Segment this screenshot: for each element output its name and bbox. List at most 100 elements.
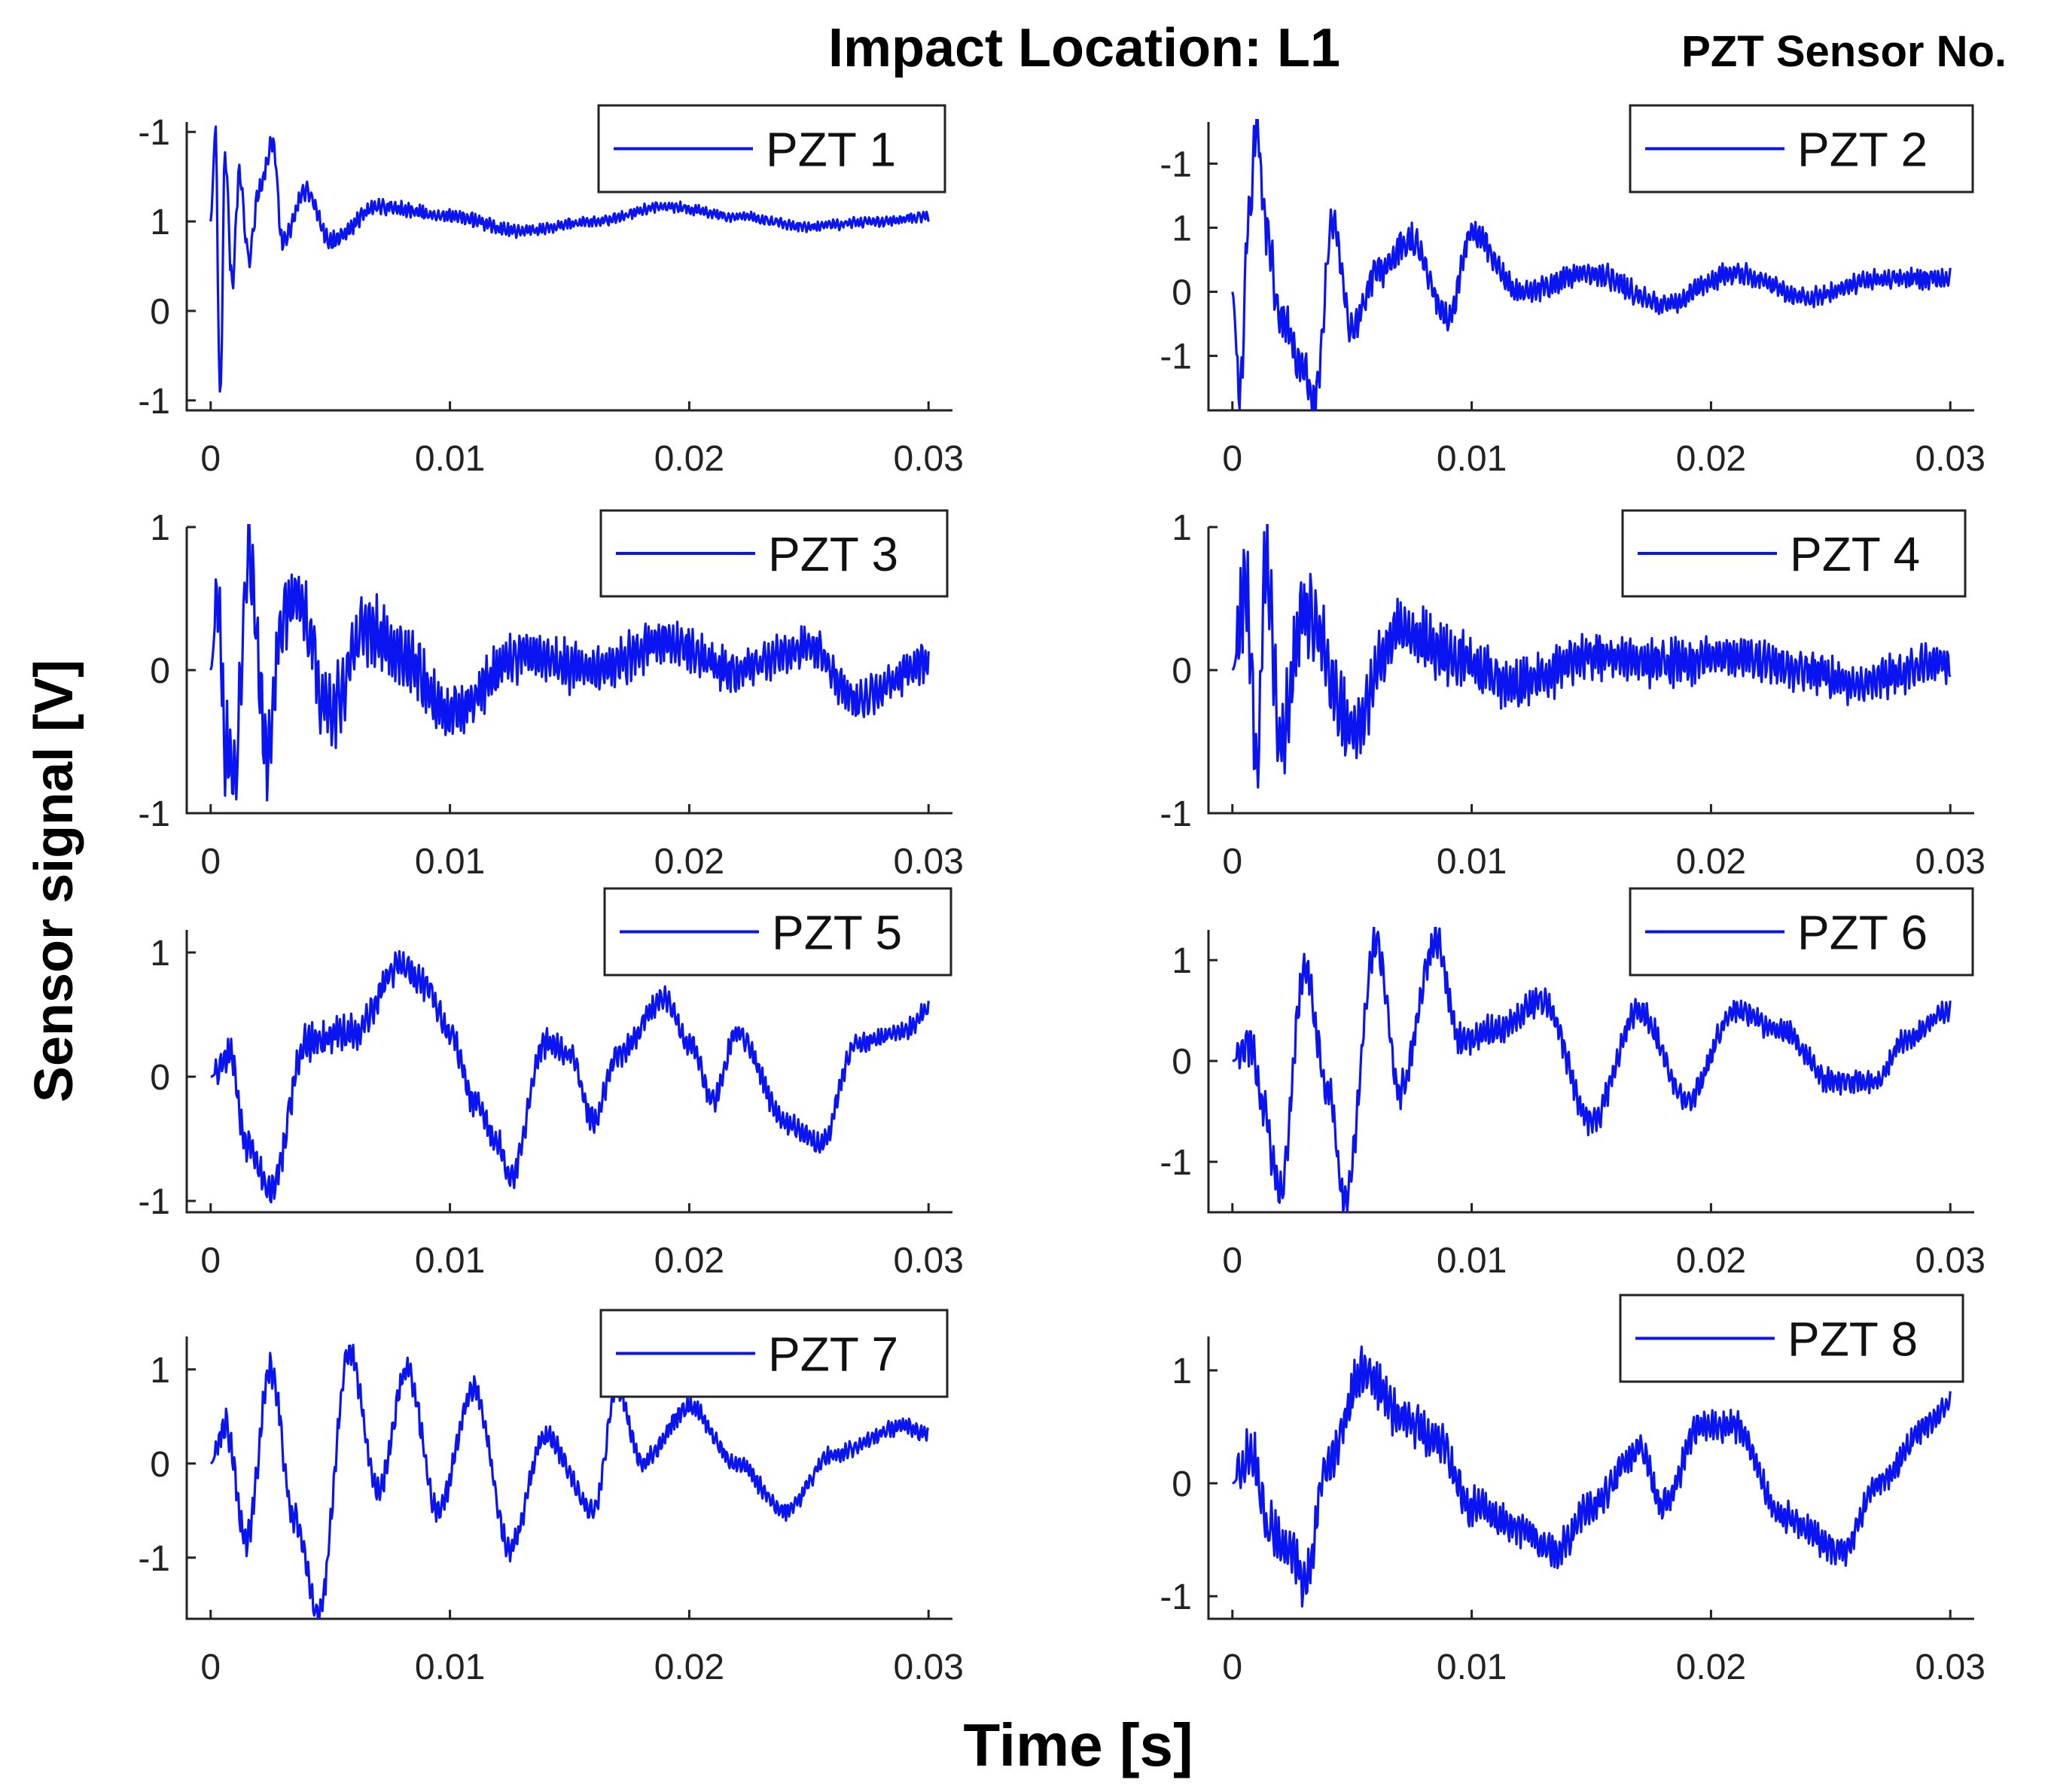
- legend-box: [597, 104, 946, 194]
- legend-pzt-4: PZT 4: [1621, 509, 1967, 598]
- x-tick-label: 0.03: [1915, 1647, 1986, 1687]
- panel-1: 0 0.01 0.02 0.03 -1 0 1 -1 PZT 1: [138, 104, 964, 479]
- x-tick-label: 0: [1222, 1241, 1242, 1281]
- x-tick-label: 0.02: [1676, 1647, 1746, 1687]
- legend-pzt-1: PZT 1: [597, 104, 946, 194]
- y-tick-label: 1: [150, 508, 170, 548]
- y-tick-label: 1: [150, 934, 170, 974]
- legend-label: PZT 2: [1797, 123, 1928, 177]
- y-axis-label: Sensor signal [V]: [24, 660, 84, 1102]
- legend-pzt-6: PZT 6: [1629, 887, 1974, 977]
- legend-label: PZT 3: [768, 527, 898, 581]
- x-tick-label: 0.03: [894, 1241, 964, 1281]
- y-tick-label: 0: [150, 292, 170, 332]
- series-line-pzt-8: [1232, 1346, 1952, 1608]
- y-tick-label: 1: [150, 203, 170, 242]
- series-line-pzt-7: [209, 1343, 930, 1619]
- panel-8-axes: [1207, 1336, 1974, 1620]
- x-tick-label: 0.01: [415, 439, 485, 479]
- y-tick-label: -1: [138, 113, 170, 153]
- x-tick-label: 0.01: [1437, 842, 1507, 882]
- x-tick-label: 0: [200, 842, 221, 882]
- x-tick-label: 0.01: [1437, 439, 1507, 479]
- x-tick-label: 0.01: [415, 1241, 485, 1281]
- x-tick-label: 0.01: [415, 842, 485, 882]
- panel-2: 0 0.01 0.02 0.03 -1 0 1 -1 PZT 2: [1160, 104, 1986, 479]
- panel-5: 0 0.01 0.02 0.03 -1 0 1 PZT 5: [138, 887, 964, 1281]
- x-tick-label: 0.01: [1437, 1647, 1507, 1687]
- x-tick-label: 0: [200, 1647, 221, 1687]
- y-tick-label: 1: [1172, 1352, 1192, 1391]
- panel-6-axes: [1207, 930, 1974, 1214]
- y-tick-label: -1: [1160, 794, 1192, 834]
- panels-group: 0 0.01 0.02 0.03-101-1 PZT 10 0.01 0.02 0.03-10…: [138, 104, 1986, 1687]
- x-tick-label: 0.03: [894, 439, 964, 479]
- legend-pzt-3: PZT 3: [599, 509, 949, 598]
- y-tick-label: 0: [1172, 1042, 1192, 1082]
- legend-label: PZT 7: [768, 1327, 898, 1382]
- legend-label: PZT 1: [766, 123, 896, 177]
- chart-title: Impact Location: L1: [828, 18, 1340, 78]
- y-tick-label: 1: [1172, 209, 1192, 248]
- legend-pzt-2: PZT 2: [1629, 104, 1974, 194]
- y-tick-label: -1: [1160, 1577, 1192, 1617]
- legend-pzt-5: PZT 5: [603, 887, 952, 977]
- series-line-pzt-5: [210, 949, 930, 1204]
- y-tick-label: -1: [138, 382, 170, 422]
- x-tick-label: 0.02: [1676, 1241, 1746, 1281]
- y-tick-label: -1: [138, 1539, 170, 1579]
- x-tick-label: 0.03: [894, 1647, 964, 1687]
- legend-label: PZT 8: [1787, 1312, 1918, 1367]
- panel-5-axes: [185, 930, 952, 1214]
- x-tick-label: 0.02: [654, 439, 724, 479]
- series-line-pzt-6: [1232, 927, 1952, 1212]
- panel-7-axes: [185, 1336, 952, 1620]
- series-line-pzt-4: [1231, 524, 1952, 789]
- x-tick-label: 0: [1222, 439, 1242, 479]
- x-tick-label: 0.02: [1676, 842, 1746, 882]
- y-tick-label: -1: [138, 1182, 170, 1222]
- legend-label: PZT 4: [1790, 527, 1920, 581]
- x-tick-label: 0.01: [1437, 1241, 1507, 1281]
- legend-title: PZT Sensor No.: [1681, 27, 2007, 76]
- x-tick-label: 0: [1222, 842, 1242, 882]
- y-tick-label: 0: [150, 1445, 170, 1485]
- y-tick-label: -1: [138, 794, 170, 834]
- y-tick-label: 0: [150, 651, 170, 691]
- panel-2-axes: [1207, 122, 1974, 412]
- x-tick-label: 0: [200, 439, 221, 479]
- series-line-pzt-3: [209, 524, 930, 802]
- x-axis-label: Time [s]: [963, 1711, 1193, 1778]
- x-tick-label: 0.02: [654, 1647, 724, 1687]
- y-tick-label: 1: [150, 1351, 170, 1391]
- y-tick-label: 0: [1172, 651, 1192, 691]
- x-tick-label: 0: [1222, 1647, 1242, 1687]
- x-tick-label: 0.03: [1915, 439, 1986, 479]
- y-tick-label: 0: [1172, 273, 1192, 313]
- y-tick-label: -1: [1160, 337, 1192, 377]
- series-line-pzt-2: [1231, 119, 1952, 410]
- y-tick-label: -1: [1160, 1143, 1192, 1183]
- panel-6: 0 0.01 0.02 0.03 -1 0 1 PZT 6: [1160, 887, 1986, 1281]
- panel-1-axes: [185, 122, 952, 412]
- x-tick-label: 0.02: [1676, 439, 1746, 479]
- y-tick-label: 1: [1172, 508, 1192, 548]
- x-tick-label: 0.03: [1915, 842, 1986, 882]
- y-tick-label: 0: [1172, 1464, 1192, 1504]
- panel-8: 0 0.01 0.02 0.03 -1 0 1 PZT 8: [1160, 1294, 1986, 1687]
- x-tick-label: 0.02: [654, 842, 724, 882]
- legend-label: PZT 5: [772, 906, 902, 960]
- y-tick-label: 0: [150, 1058, 170, 1098]
- panel-4: 0 0.01 0.02 0.03 -1 0 1 PZT 4: [1160, 508, 1986, 882]
- y-tick-label: -1: [1160, 145, 1192, 184]
- legend-pzt-8: PZT 8: [1619, 1294, 1964, 1383]
- x-tick-label: 0: [200, 1241, 221, 1281]
- panel-7: 0 0.01 0.02 0.03 -1 0 1 PZT 7: [138, 1309, 964, 1687]
- x-tick-label: 0.03: [894, 842, 964, 882]
- x-tick-label: 0.01: [415, 1647, 485, 1687]
- y-tick-label: 1: [1172, 941, 1192, 981]
- series-line-pzt-1: [209, 125, 930, 393]
- panel-3: 0 0.01 0.02 0.03 -1 0 1 PZT 3: [138, 508, 964, 882]
- x-tick-label: 0.02: [654, 1241, 724, 1281]
